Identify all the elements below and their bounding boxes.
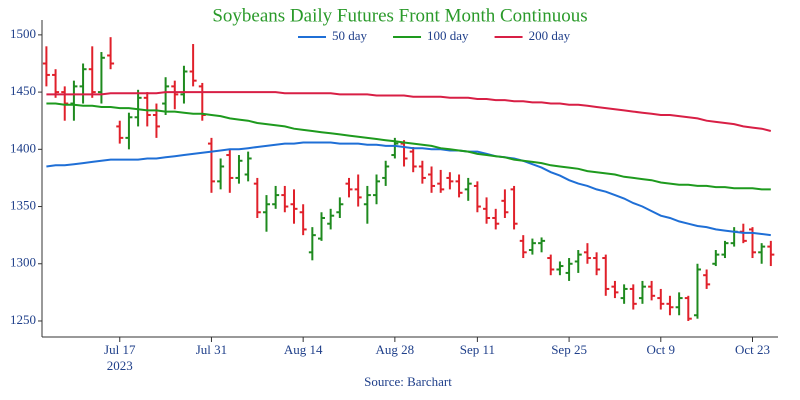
x-tick-label: Jul 31 xyxy=(196,342,227,357)
x-tick-sublabel: 2023 xyxy=(107,358,133,373)
y-tick-label: 1350 xyxy=(10,198,36,213)
legend-label: 100 day xyxy=(427,28,469,43)
x-tick-label: Aug 28 xyxy=(376,342,415,357)
y-tick-label: 1400 xyxy=(10,140,36,155)
source-note: Source: Barchart xyxy=(364,374,452,389)
y-tick-label: 1500 xyxy=(10,26,36,41)
legend-label: 200 day xyxy=(529,28,571,43)
moving-average-line xyxy=(46,102,771,191)
x-tick-label: Aug 14 xyxy=(284,342,323,357)
y-tick-label: 1300 xyxy=(10,255,36,270)
chart-title: Soybeans Daily Futures Front Month Conti… xyxy=(212,5,587,26)
legend-label: 50 day xyxy=(332,28,368,43)
y-tick-label: 1450 xyxy=(10,83,36,98)
x-tick-label: Oct 9 xyxy=(647,342,676,357)
moving-average-line xyxy=(46,141,771,237)
x-tick-label: Jul 17 xyxy=(104,342,136,357)
moving-average-line xyxy=(46,91,772,132)
y-tick-label: 1250 xyxy=(10,312,36,327)
x-tick-label: Sep 11 xyxy=(460,342,495,357)
x-tick-label: Sep 25 xyxy=(551,342,587,357)
x-tick-label: Oct 23 xyxy=(735,342,770,357)
